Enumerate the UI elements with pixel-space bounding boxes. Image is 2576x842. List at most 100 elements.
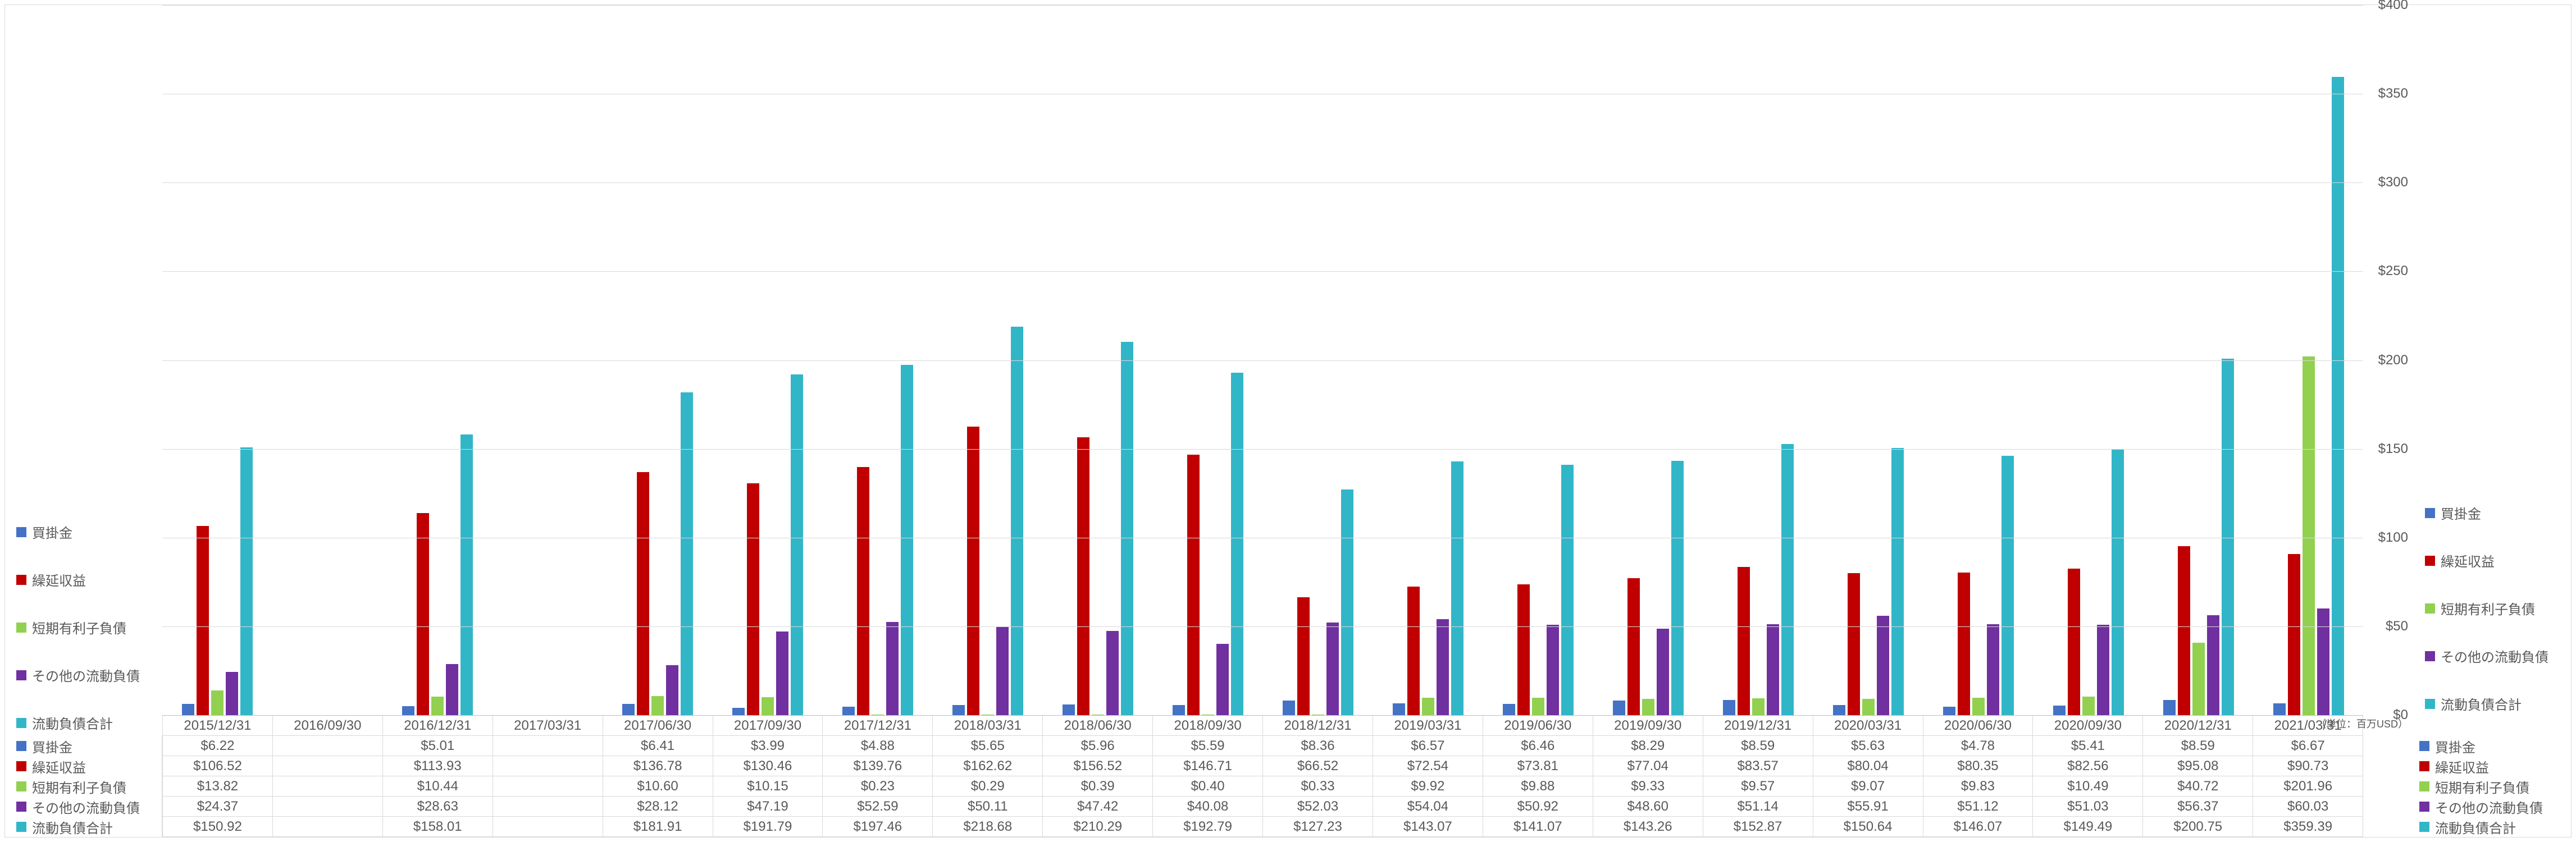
legend-label: 流動負債合計 bbox=[2441, 694, 2522, 713]
table-cell bbox=[273, 817, 383, 837]
table-cell: $8.36 bbox=[1263, 736, 1373, 756]
bar-s3 bbox=[1657, 629, 1669, 715]
table-cell bbox=[493, 797, 603, 817]
legend-swatch-s0 bbox=[2419, 741, 2429, 751]
table-cell: $8.59 bbox=[1703, 736, 1813, 756]
bar-s0 bbox=[842, 707, 855, 715]
table-cell: $66.52 bbox=[1263, 756, 1373, 776]
gridline bbox=[162, 271, 2363, 272]
row-label-right: 繰延収益 bbox=[2414, 756, 2571, 776]
bar-s0 bbox=[1393, 703, 1405, 715]
legend-item-s4: 流動負債合計 bbox=[2425, 694, 2565, 713]
row-label-text: 買掛金 bbox=[2435, 736, 2475, 756]
table-cell: $146.07 bbox=[1923, 817, 2034, 837]
table-cell: $9.83 bbox=[1923, 776, 2034, 797]
bar-s0 bbox=[1613, 701, 1625, 715]
row-cells: $6.22$5.01$6.41$3.99$4.88$5.65$5.96$5.59… bbox=[162, 736, 2363, 756]
bar-s3 bbox=[1106, 631, 1119, 715]
table-cell: $127.23 bbox=[1263, 817, 1373, 837]
y-tick-label: $250 bbox=[2378, 263, 2408, 279]
x-tick-label: 2016/09/30 bbox=[273, 716, 383, 736]
bar-s3 bbox=[1987, 624, 1999, 715]
bar-s2 bbox=[1532, 698, 1544, 715]
y-tick-label: $300 bbox=[2378, 175, 2408, 190]
table-cell: $197.46 bbox=[823, 817, 933, 837]
x-tick-label: 2019/06/30 bbox=[1483, 716, 1593, 736]
bar-s1 bbox=[1297, 597, 1310, 715]
table-cell: $13.82 bbox=[162, 776, 273, 797]
bar-s3 bbox=[886, 622, 899, 715]
bar-s2 bbox=[1422, 698, 1434, 715]
table-cell: $51.03 bbox=[2033, 797, 2143, 817]
legend-item-s0: 買掛金 bbox=[16, 522, 157, 542]
bar-s0 bbox=[402, 706, 414, 715]
table-cell: $8.59 bbox=[2143, 736, 2253, 756]
gridline bbox=[162, 449, 2363, 450]
bar-s4 bbox=[901, 365, 913, 715]
legend-label: 買掛金 bbox=[2441, 503, 2481, 523]
bar-s2 bbox=[1642, 699, 1654, 716]
bar-s4 bbox=[1671, 461, 1684, 715]
table-cell: $6.22 bbox=[162, 736, 273, 756]
bar-s0 bbox=[2273, 703, 2286, 715]
legend-item-s2: 短期有利子負債 bbox=[2425, 598, 2565, 618]
table-cell bbox=[273, 736, 383, 756]
legend-swatch-s4 bbox=[2419, 822, 2429, 832]
table-cell: $90.73 bbox=[2253, 756, 2363, 776]
legend-swatch-s1 bbox=[16, 761, 26, 771]
table-cell: $3.99 bbox=[713, 736, 823, 756]
table-cell: $5.59 bbox=[1153, 736, 1263, 756]
x-tick-label: 2019/03/31 bbox=[1373, 716, 1483, 736]
chart-plot: （単位：百万USD） $0$50$100$150$200$250$300$350… bbox=[162, 5, 2363, 716]
legend-swatch-s3 bbox=[16, 670, 26, 680]
table-cell: $9.88 bbox=[1483, 776, 1593, 797]
legend-label: 短期有利子負債 bbox=[2441, 598, 2535, 618]
table-cell: $9.07 bbox=[1813, 776, 1923, 797]
table-cell: $143.07 bbox=[1373, 817, 1483, 837]
table-cell: $8.29 bbox=[1593, 736, 1703, 756]
table-cell bbox=[273, 797, 383, 817]
legend-item-s3: その他の流動負債 bbox=[2425, 646, 2565, 666]
table-cell: $72.54 bbox=[1373, 756, 1483, 776]
x-tick-label: 2020/12/31 bbox=[2143, 716, 2253, 736]
table-cell: $40.08 bbox=[1153, 797, 1263, 817]
bar-s1 bbox=[967, 427, 979, 715]
legend-item-s4: 流動負債合計 bbox=[16, 713, 157, 733]
legend-item-s3: その他の流動負債 bbox=[16, 665, 157, 685]
legend-swatch-s4 bbox=[16, 718, 26, 728]
y-tick-label: $150 bbox=[2378, 441, 2408, 457]
bar-s4 bbox=[1891, 448, 1904, 715]
bar-s4 bbox=[461, 434, 473, 715]
gridline bbox=[162, 715, 2363, 716]
legend-label: 流動負債合計 bbox=[32, 713, 113, 733]
x-tick-label: 2018/12/31 bbox=[1263, 716, 1373, 736]
table-cell: $6.41 bbox=[603, 736, 713, 756]
table-cell: $150.64 bbox=[1813, 817, 1923, 837]
table-cell: $4.88 bbox=[823, 736, 933, 756]
x-tick-label: 2018/03/31 bbox=[933, 716, 1043, 736]
y-tick-label: $200 bbox=[2378, 353, 2408, 368]
table-cell: $55.91 bbox=[1813, 797, 1923, 817]
x-tick-label: 2019/09/30 bbox=[1593, 716, 1703, 736]
row-label-text: 繰延収益 bbox=[2435, 757, 2489, 776]
table-cell: $5.65 bbox=[933, 736, 1043, 756]
row-cells: $13.82$10.44$10.60$10.15$0.23$0.29$0.39$… bbox=[162, 776, 2363, 797]
table-cell: $162.62 bbox=[933, 756, 1043, 776]
legend-swatch-s4 bbox=[16, 822, 26, 832]
table-cell: $181.91 bbox=[603, 817, 713, 837]
table-cell: $51.12 bbox=[1923, 797, 2034, 817]
bar-s2 bbox=[1972, 698, 1985, 715]
table-cell: $52.59 bbox=[823, 797, 933, 817]
chart-area: （単位：百万USD） $0$50$100$150$200$250$300$350… bbox=[162, 5, 2414, 736]
table-cell: $82.56 bbox=[2033, 756, 2143, 776]
bar-s3 bbox=[1767, 624, 1779, 715]
table-cell bbox=[493, 756, 603, 776]
bar-s0 bbox=[1283, 701, 1295, 715]
legend-swatch-s1 bbox=[2419, 761, 2429, 771]
table-cell: $47.19 bbox=[713, 797, 823, 817]
legend-swatch-s0 bbox=[2425, 508, 2435, 518]
gridline bbox=[162, 626, 2363, 627]
table-cell: $0.33 bbox=[1263, 776, 1373, 797]
bar-s0 bbox=[2163, 700, 2176, 715]
table-cell: $143.26 bbox=[1593, 817, 1703, 837]
